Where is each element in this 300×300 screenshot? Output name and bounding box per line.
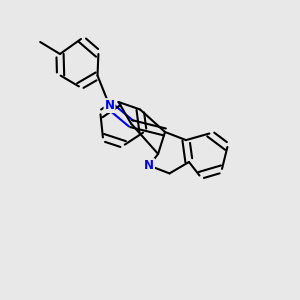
Text: N: N xyxy=(104,99,115,112)
Text: N: N xyxy=(144,159,154,172)
